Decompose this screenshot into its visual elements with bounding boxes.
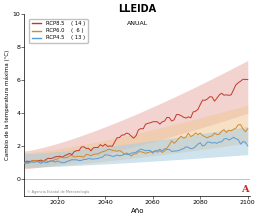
Text: © Agencia Estatal de Meteorología: © Agencia Estatal de Meteorología [27, 190, 89, 194]
Legend: RCP8.5    ( 14 ), RCP6.0    (  6 ), RCP4.5    ( 13 ): RCP8.5 ( 14 ), RCP6.0 ( 6 ), RCP4.5 ( 13… [29, 19, 88, 43]
Text: ANUAL: ANUAL [127, 20, 148, 26]
Title: LLEIDA: LLEIDA [118, 4, 156, 14]
X-axis label: Año: Año [131, 208, 144, 214]
Text: A: A [241, 185, 249, 194]
Y-axis label: Cambio de la temperatura máxima (°C): Cambio de la temperatura máxima (°C) [4, 50, 10, 160]
